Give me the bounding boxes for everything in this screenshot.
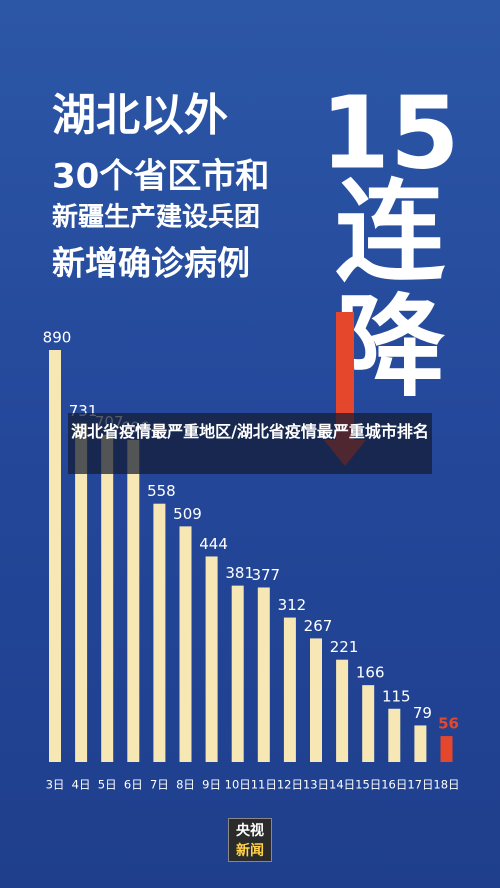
data-label: 115	[382, 687, 411, 705]
data-label: 890	[43, 329, 72, 347]
data-label: 312	[278, 596, 307, 614]
bar	[388, 708, 401, 762]
bar	[75, 423, 88, 762]
headline: 新疆生产建设兵团	[52, 202, 260, 233]
x-tick-label: 7日	[150, 778, 169, 792]
bar	[257, 587, 270, 762]
x-tick-label: 15日	[355, 778, 381, 792]
x-tick-label: 14日	[329, 778, 355, 792]
bar	[179, 526, 192, 762]
bar	[153, 503, 166, 762]
overlay-caption: 湖北省疫情最严重地区/湖北省疫情最严重城市排名	[68, 413, 432, 474]
x-tick-label: 4日	[72, 778, 91, 792]
data-label: 166	[356, 664, 385, 682]
data-label: 509	[173, 505, 202, 523]
x-tick-label: 13日	[303, 778, 329, 792]
arrow	[324, 312, 366, 466]
x-tick-label: 17日	[407, 778, 433, 792]
headline: 30个省区市和	[52, 157, 269, 197]
data-label: 221	[330, 638, 359, 656]
x-tick-label: 9日	[202, 778, 221, 792]
x-tick-label: 6日	[124, 778, 143, 792]
logo-text: 央视	[236, 823, 264, 839]
big-text: 15	[320, 74, 459, 191]
bar	[310, 638, 322, 762]
x-tick-label: 11日	[251, 778, 277, 792]
bar	[283, 617, 296, 762]
bar	[336, 659, 349, 762]
x-tick-label: 16日	[381, 778, 407, 792]
bar	[101, 434, 114, 762]
x-tick-label: 5日	[98, 778, 117, 792]
data-label: 381	[225, 564, 254, 582]
data-label: 377	[251, 566, 280, 584]
bar	[440, 736, 453, 762]
bar	[127, 439, 140, 762]
bar	[205, 556, 218, 762]
data-label: 558	[147, 482, 176, 500]
big-text: 连	[335, 168, 445, 296]
bar	[362, 685, 375, 762]
bar	[49, 350, 61, 762]
x-tick-label: 3日	[46, 778, 65, 792]
bar	[231, 585, 244, 762]
logo-text: 新闻	[236, 843, 264, 859]
headline: 湖北以外	[52, 90, 228, 141]
x-tick-label: 8日	[176, 778, 195, 792]
x-tick-label: 10日	[225, 778, 251, 792]
data-label: 267	[304, 617, 333, 635]
data-label: 56	[438, 715, 459, 733]
logo: 央视 新闻	[228, 818, 272, 862]
x-tick-label: 12日	[277, 778, 303, 792]
bar	[414, 725, 427, 762]
x-tick-label: 18日	[433, 778, 459, 792]
data-label: 444	[199, 535, 228, 553]
headline: 新增确诊病例	[52, 244, 250, 283]
data-label: 79	[413, 704, 432, 722]
